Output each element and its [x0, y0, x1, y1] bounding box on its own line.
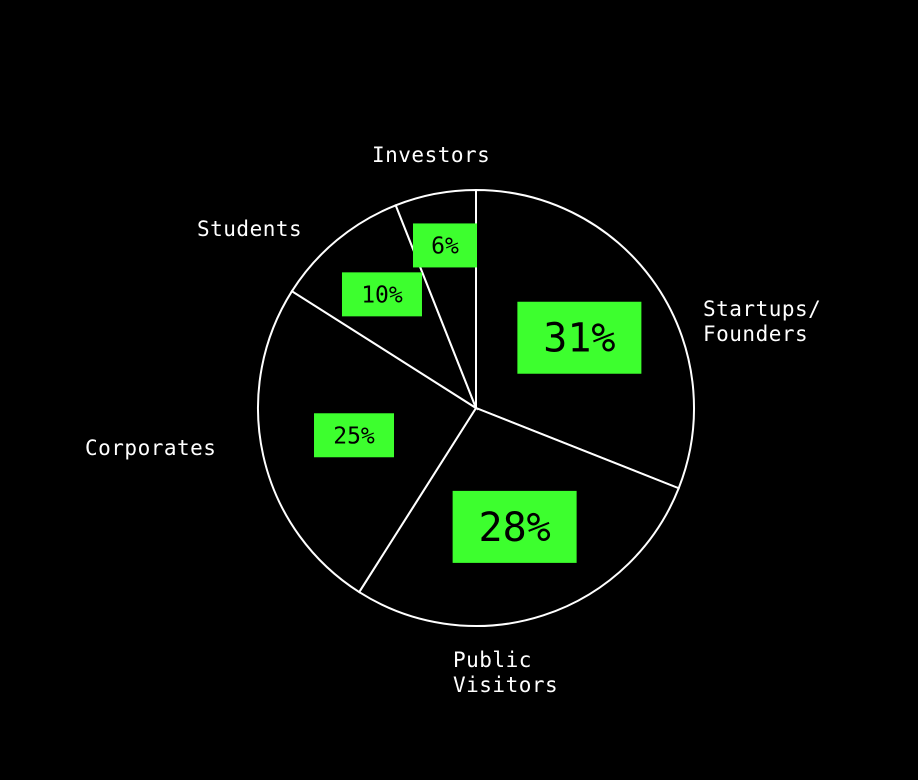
value-label-box	[314, 413, 395, 458]
value-label: 6%	[431, 233, 459, 259]
category-label: Public Visitors	[453, 648, 559, 697]
value-label: 28%	[479, 505, 551, 551]
value-label: 25%	[333, 423, 375, 449]
value-label-box	[341, 272, 422, 317]
value-label-box	[517, 301, 642, 374]
value-label-box	[412, 223, 477, 268]
category-label: Students	[197, 217, 303, 241]
value-label: 10%	[361, 282, 403, 308]
value-label-box	[452, 490, 577, 563]
category-label: Startups/ Founders	[703, 297, 822, 346]
category-label: Investors	[372, 143, 491, 167]
value-label: 31%	[543, 316, 615, 362]
category-label: Corporates	[85, 436, 217, 460]
